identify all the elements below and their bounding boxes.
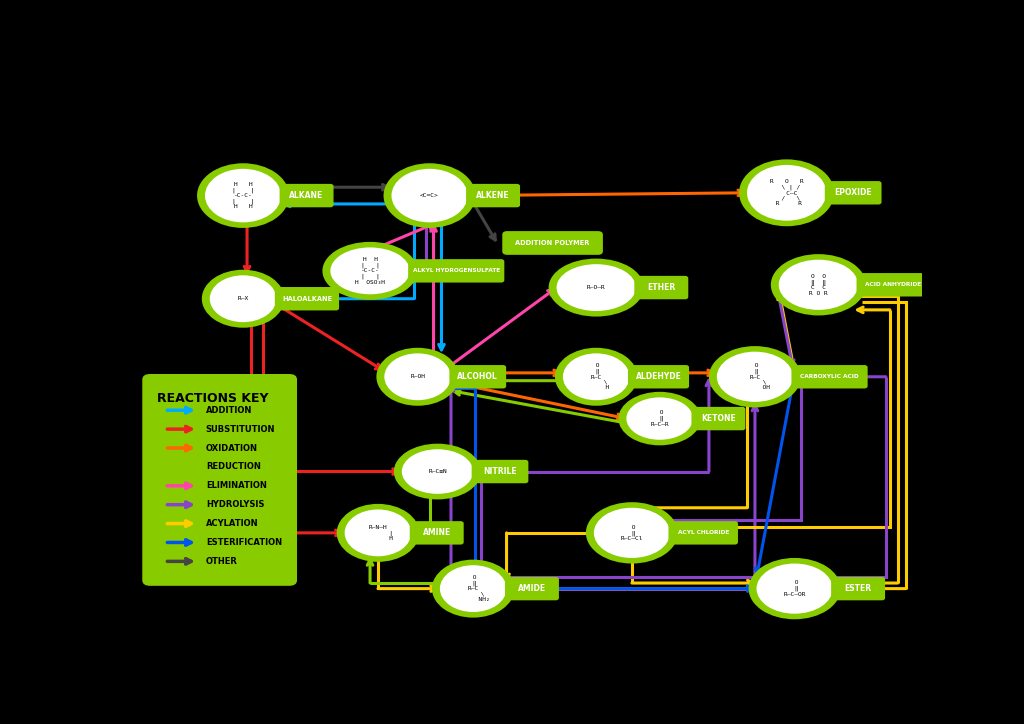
FancyBboxPatch shape [410,521,464,544]
Text: ALKYL HYDROGENSULFATE: ALKYL HYDROGENSULFATE [413,269,500,274]
Ellipse shape [345,510,412,556]
Ellipse shape [337,504,419,562]
Ellipse shape [384,163,475,228]
Ellipse shape [384,353,451,400]
Ellipse shape [749,558,841,619]
Ellipse shape [618,392,701,445]
Text: ESTERIFICATION: ESTERIFICATION [206,538,282,547]
Text: O
 ‖
R—C—Cl: O ‖ R—C—Cl [621,525,643,541]
Text: O
 ‖
R—C—R: O ‖ R—C—R [650,411,669,426]
Text: HYDROLYSIS: HYDROLYSIS [206,500,264,509]
Text: AMINE: AMINE [423,529,451,537]
FancyBboxPatch shape [280,184,334,207]
Ellipse shape [331,248,410,294]
Ellipse shape [432,560,514,618]
Text: ADDITION: ADDITION [206,405,252,415]
Ellipse shape [394,444,481,500]
FancyBboxPatch shape [274,287,339,311]
Text: O
 ‖
R—C—OR: O ‖ R—C—OR [783,581,806,597]
FancyBboxPatch shape [831,577,885,600]
Text: NITRILE: NITRILE [483,467,517,476]
Ellipse shape [778,260,858,310]
Text: ACID ANHYDRIDE: ACID ANHYDRIDE [865,282,921,287]
Ellipse shape [757,563,833,614]
Ellipse shape [563,353,630,400]
Text: H  H
|   |
-C-C-
|   |
H  OSO₃H: H H | | -C-C- | | H OSO₃H [355,257,385,285]
Text: O
 ‖
R—C
     \
      NH₂: O ‖ R—C \ NH₂ [457,575,490,602]
FancyBboxPatch shape [691,407,745,430]
Text: ALCOHOL: ALCOHOL [458,372,498,382]
Ellipse shape [377,348,459,405]
Text: ALDEHYDE: ALDEHYDE [636,372,681,382]
Text: EPOXIDE: EPOXIDE [835,188,872,198]
Ellipse shape [549,258,644,316]
FancyBboxPatch shape [628,365,689,389]
Ellipse shape [586,502,678,563]
FancyBboxPatch shape [856,273,930,297]
Text: R—OH: R—OH [411,374,425,379]
Ellipse shape [210,275,276,322]
Text: CARBOXYLIC ACID: CARBOXYLIC ACID [800,374,859,379]
Text: R—N—H
       |
       H: R—N—H | H [362,525,393,541]
Text: REDUCTION: REDUCTION [206,463,261,471]
Text: ESTER: ESTER [845,584,871,593]
Text: O
 ‖
R—C
     \
      H: O ‖ R—C \ H [583,363,609,390]
Text: ACYL CHLORIDE: ACYL CHLORIDE [678,531,729,535]
Ellipse shape [205,169,282,222]
Text: R   O   R
  \ | /
   C—C
  /   \
 R     R: R O R \ | / C—C / \ R R [770,180,804,206]
FancyBboxPatch shape [634,276,688,299]
Ellipse shape [627,397,693,439]
Text: KETONE: KETONE [701,414,736,423]
Ellipse shape [401,449,473,494]
Text: ETHER: ETHER [647,283,676,292]
FancyBboxPatch shape [450,365,506,389]
Ellipse shape [594,508,670,558]
Text: O
 ‖
R—C
     \
      OH: O ‖ R—C \ OH [740,363,770,390]
Ellipse shape [197,163,289,228]
Text: ALKANE: ALKANE [290,191,324,200]
Text: R—O—R: R—O—R [587,285,605,290]
Text: SUBSTITUTION: SUBSTITUTION [206,424,275,434]
FancyBboxPatch shape [503,232,602,254]
Ellipse shape [556,264,636,311]
Ellipse shape [440,565,507,612]
FancyBboxPatch shape [466,184,520,207]
Ellipse shape [748,165,826,221]
Ellipse shape [709,346,801,408]
Ellipse shape [202,270,285,328]
Text: HALOALKANE: HALOALKANE [282,295,332,302]
Text: H   H
|    |
-C-C-
|    |
H   H: H H | | -C-C- | | H H [231,182,254,209]
Ellipse shape [323,242,418,300]
Text: O  O
‖  ‖
C  C
R O R: O O ‖ ‖ C C R O R [809,274,827,295]
FancyBboxPatch shape [142,374,297,586]
FancyBboxPatch shape [409,259,505,282]
Ellipse shape [555,348,638,405]
Text: ADDITION POLYMER: ADDITION POLYMER [515,240,590,246]
Text: AMIDE: AMIDE [518,584,546,593]
Text: R—C≡N: R—C≡N [428,469,446,474]
Text: OXIDATION: OXIDATION [206,444,258,452]
Text: REACTIONS KEY: REACTIONS KEY [157,392,268,405]
FancyBboxPatch shape [505,577,559,600]
Text: ACYLATION: ACYLATION [206,519,258,528]
Text: ALKENE: ALKENE [476,191,510,200]
Text: OTHER: OTHER [206,557,238,566]
Ellipse shape [771,254,866,316]
FancyBboxPatch shape [824,181,882,204]
Text: ELIMINATION: ELIMINATION [206,481,266,490]
FancyBboxPatch shape [472,460,528,483]
Text: R—X: R—X [238,296,249,301]
Ellipse shape [717,352,793,402]
FancyBboxPatch shape [669,521,738,544]
Ellipse shape [391,169,468,222]
Text: <C=C>: <C=C> [420,193,439,198]
Ellipse shape [739,159,835,226]
FancyBboxPatch shape [792,365,867,389]
